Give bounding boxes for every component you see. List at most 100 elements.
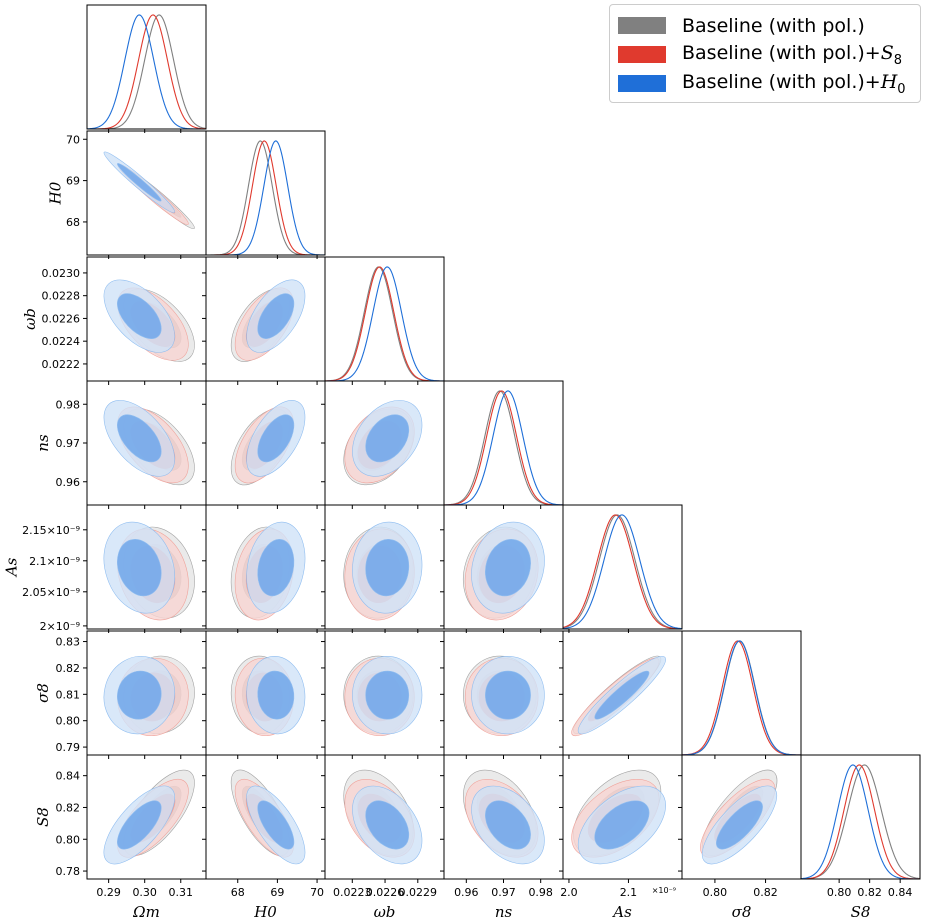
marginal-sigma_8 [682,640,801,755]
marginal-curve-baseline-with-pol-h0 [206,140,325,255]
marginal-n_s [444,390,563,505]
marginal-curve-baseline-with-pol-s8 [682,640,801,755]
y-tick-label-H0: 69 [66,175,80,188]
contour-68-baseline-with-pol-h0 [257,800,295,850]
x-offset-label-A_s: ×10⁻⁹ [652,886,676,895]
marginal-curve-baseline-with-pol-h0 [87,14,206,129]
y-tick-label-omega_b: 0.0228 [42,290,81,303]
marginal-Omega_m [87,14,206,129]
y-tick-label-A_s: 2.05×10⁻⁹ [22,586,80,599]
panel-omega_b-vs-H0 [230,279,306,362]
contour-68-baseline-with-pol-h0 [594,800,650,850]
x-tick-label-Omega_m: 0.31 [169,886,194,899]
panel-sigma_8-vs-H0 [230,655,306,737]
panel-frame [562,504,683,630]
contour-68-baseline-with-pol-h0 [257,539,295,597]
panel-frame [800,754,921,880]
x-tick-label-A_s: 2.1 [620,886,638,899]
x-tick-label-S_8: 0.80 [827,886,852,899]
x-axis-label-sigma_8: σ8 [732,903,752,921]
y-tick-label-S_8: 0.82 [56,801,81,814]
x-tick-label-n_s: 0.98 [528,886,553,899]
panel-sigma_8-vs-Omega_m [103,655,195,737]
panel-frame [443,380,564,506]
marginal-curve-baseline-with-pol- [444,390,563,505]
panel-sigma_8-vs-n_s [463,655,545,737]
y-tick-label-H0: 70 [66,133,80,146]
y-axis-label-A_s: As [2,557,20,578]
y-tick-label-n_s: 0.96 [56,476,81,489]
y-axis-label-S_8: S8 [34,807,52,827]
contour-68-baseline-with-pol-h0 [365,800,410,850]
contour-68-baseline-with-pol-h0 [365,414,410,463]
panel-S_8-vs-n_s [463,769,545,865]
legend-entry-baseline: Baseline (with pol.) [618,11,912,40]
marginal-S_8 [801,764,920,879]
contour-68-baseline-with-pol-h0 [594,670,650,720]
marginal-curve-baseline-with-pol-h0 [325,266,444,381]
y-tick-label-omega_b: 0.0226 [42,312,81,325]
marginal-curve-baseline-with-pol-h0 [563,514,682,629]
marginal-curve-baseline-with-pol-h0 [682,640,801,755]
contour-68-baseline-with-pol-h0 [365,539,410,597]
marginal-curve-baseline-with-pol- [87,14,206,129]
x-axis-label-S_8: S8 [851,903,871,921]
y-tick-label-n_s: 0.98 [56,398,81,411]
panel-A_s-vs-omega_b [343,521,423,621]
x-axis-label-omega_b: ωb [374,903,396,921]
marginal-curve-baseline-with-pol-h0 [801,764,920,879]
panel-frame [86,4,207,130]
contour-68-baseline-with-pol-h0 [257,293,295,339]
legend-swatch-blue [618,75,666,92]
y-tick-label-sigma_8: 0.79 [56,741,81,754]
contour-68-baseline-with-pol-h0 [117,163,162,202]
legend-swatch-gray [618,17,666,34]
marginal-curve-baseline-with-pol-s8 [563,514,682,629]
legend: Baseline (with pol.) Baseline (with pol.… [609,4,921,103]
legend-entry-baseline-s8: Baseline (with pol.)+S8 [618,40,912,69]
y-tick-label-H0: 68 [66,216,80,229]
x-tick-label-sigma_8: 0.80 [703,886,728,899]
contour-68-baseline-with-pol-h0 [117,539,162,597]
panel-sigma_8-vs-A_s [571,655,666,737]
contour-68-baseline-with-pol-h0 [117,293,162,339]
panel-S_8-vs-H0 [230,769,306,865]
y-tick-label-omega_b: 0.0224 [42,335,81,348]
legend-swatch-red [618,46,666,63]
y-tick-label-sigma_8: 0.82 [56,662,81,675]
y-tick-label-S_8: 0.80 [56,833,81,846]
x-tick-label-n_s: 0.96 [454,886,479,899]
marginal-A_s [563,514,682,629]
y-axis-label-n_s: ns [34,434,52,452]
legend-label: Baseline (with pol.) [682,14,865,37]
contour-68-baseline-with-pol-h0 [117,414,162,463]
x-tick-label-n_s: 0.97 [491,886,516,899]
panel-S_8-vs-sigma_8 [700,769,778,865]
y-tick-label-S_8: 0.84 [56,770,81,783]
x-axis-label-H0: H0 [253,903,277,921]
marginal-curve-baseline-with-pol-s8 [325,266,444,381]
y-axis-label-H0: H0 [46,181,64,205]
x-tick-label-H0: 70 [310,886,324,899]
x-tick-label-Omega_m: 0.30 [132,886,157,899]
x-tick-label-omega_b: 0.0223 [333,886,372,899]
x-tick-label-S_8: 0.84 [888,886,913,899]
panel-A_s-vs-n_s [463,521,545,621]
y-tick-label-A_s: 2.1×10⁻⁹ [29,555,80,568]
contour-68-baseline-with-pol-h0 [365,670,410,720]
panel-S_8-vs-A_s [571,769,666,865]
panel-omega_b-vs-Omega_m [103,279,195,362]
x-tick-label-Omega_m: 0.29 [96,886,121,899]
y-axis-label-omega_b: ωb [21,308,39,330]
x-axis-label-Omega_m: Ωm [132,903,160,921]
contour-68-baseline-with-pol-h0 [257,670,295,720]
x-tick-label-H0: 69 [270,886,284,899]
contour-68-baseline-with-pol-h0 [485,539,531,597]
x-tick-label-H0: 68 [231,886,245,899]
x-tick-label-S_8: 0.82 [857,886,882,899]
marginal-curve-baseline-with-pol- [682,640,801,755]
panel-n_s-vs-Omega_m [103,400,195,486]
y-tick-label-A_s: 2.15×10⁻⁹ [22,524,80,537]
y-tick-label-omega_b: 0.0222 [42,358,81,371]
x-axis-label-A_s: As [611,903,632,921]
